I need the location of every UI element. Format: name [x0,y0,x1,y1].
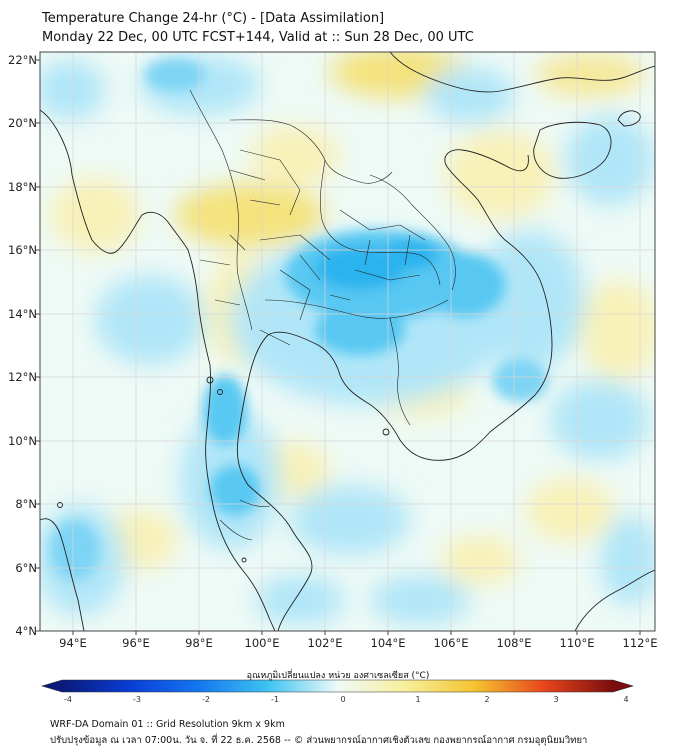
coast-sumatra [40,518,85,631]
footer-model-info: WRF-DA Domain 01 :: Grid Resolution 9km … [50,719,285,730]
lat-label: 4°N [15,624,37,638]
lat-label: 10°N [8,434,37,448]
coast-south-china [389,52,655,93]
lon-label: 110°E [560,636,595,650]
colorbar-max-arrow [613,680,633,692]
hainan-island [533,121,612,179]
lon-label: 104°E [371,636,406,650]
colorbar-tick: 3 [553,695,558,704]
lon-label: 108°E [497,636,532,650]
colorbar-tick: 4 [623,695,628,704]
island [217,389,223,395]
plot-frame [39,51,656,632]
lat-labels: 22°N 20°N 18°N 16°N 14°N 12°N 10°N 8°N 6… [8,53,37,638]
colorbar-min-arrow [42,680,62,692]
island [206,376,214,384]
island [241,557,247,563]
map-title: Temperature Change 24-hr (°C) - [Data As… [42,11,385,26]
colorbar-gradient [62,680,613,692]
colorbar-tick: -2 [202,695,210,704]
island [382,428,390,436]
lat-label: 12°N [8,370,37,384]
lon-label: 98°E [185,636,213,650]
lat-label: 14°N [8,307,37,321]
coastlines [40,52,655,631]
lon-labels: 94°E 96°E 98°E 100°E 102°E 104°E 106°E 1… [59,636,657,650]
colorbar-tick: 2 [484,695,489,704]
lon-label: 94°E [59,636,87,650]
coast-gulf-of-thailand [236,149,553,631]
colorbar-tick: 1 [415,695,420,704]
border-malaysia [219,499,271,541]
lon-label: 96°E [122,636,150,650]
border-myanmar-thailand [189,89,253,331]
border-thailand-laos [320,159,441,286]
lat-label: 18°N [8,180,37,194]
lat-label: 22°N [8,53,37,67]
province-borders [199,149,426,346]
borders [189,89,456,541]
colorbar-ticks: -4 -3 -2 -1 0 1 2 3 4 [64,695,629,704]
colorbar-tick: 0 [340,695,345,704]
graticule [40,52,655,631]
border-laos-vietnam [369,174,456,291]
colorbar-tick: -4 [64,695,72,704]
lat-label: 16°N [8,243,37,257]
island [617,110,641,127]
coast-borneo [574,569,655,631]
temperature-field [40,52,655,631]
island [57,502,63,508]
colorbar: -4 -3 -2 -1 0 1 2 3 4 [40,679,635,704]
lon-label: 102°E [308,636,343,650]
border-thailand-cambodia [264,299,449,319]
coast-western-mainland [40,109,276,631]
colorbar-label: อุณหภูมิเปลี่ยนแปลง หน่วย องศาเซลเซียส (… [246,671,430,681]
colorbar-tick: -3 [133,695,141,704]
footer-credit: ปรับปรุงข้อมูล ณ เวลา 07:00น. วัน จ. ที่… [50,735,588,746]
lon-label: 112°E [623,636,658,650]
lon-label: 106°E [434,636,469,650]
axis-ticks [36,59,641,635]
lat-label: 6°N [15,561,37,575]
colorbar-tick: -1 [271,695,279,704]
border-cambodia-vietnam [389,317,411,426]
lat-label: 8°N [15,497,37,511]
lat-label: 20°N [8,116,37,130]
lon-label: 100°E [245,636,280,650]
map-subtitle: Monday 22 Dec, 00 UTC FCST+144, Valid at… [42,30,474,45]
